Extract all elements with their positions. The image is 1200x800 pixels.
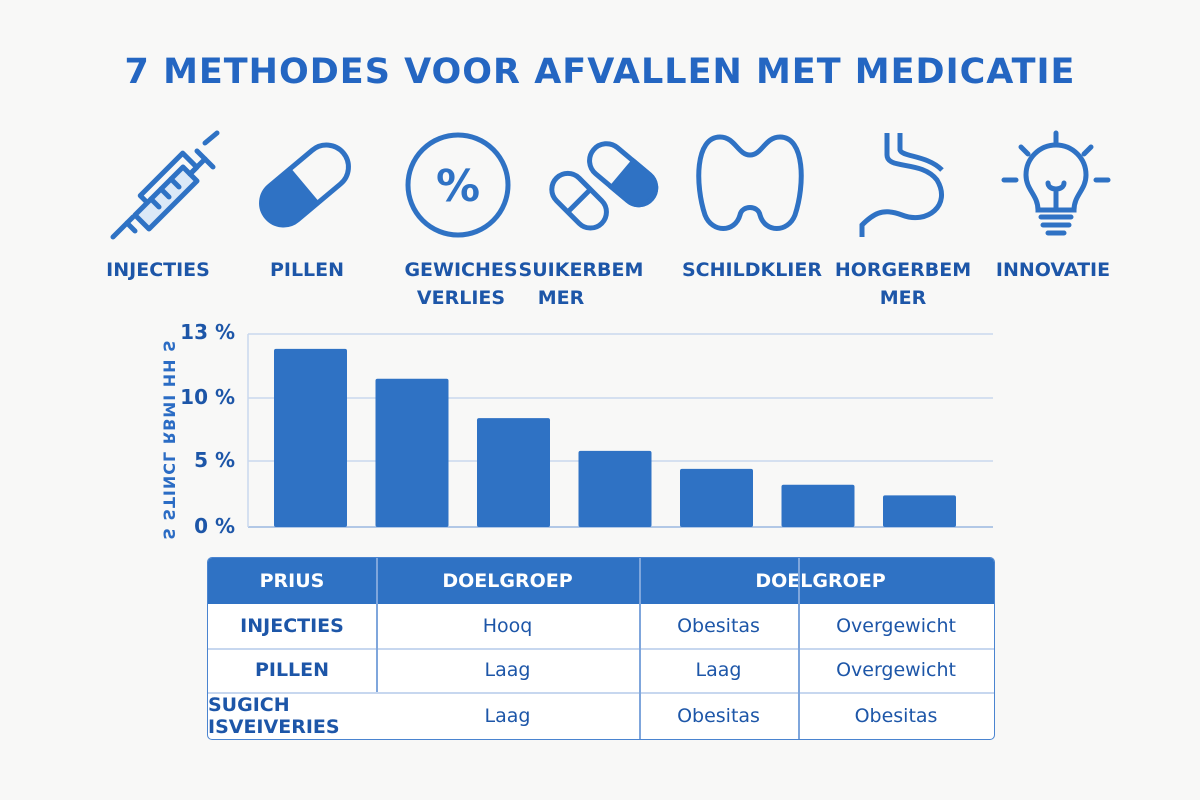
table-cell: Overgewicht xyxy=(836,615,956,637)
label-line: MER xyxy=(537,287,585,309)
y-tick-5: 5 % xyxy=(194,448,235,472)
row-divider xyxy=(208,692,994,694)
pill-icon xyxy=(245,125,365,245)
label-line: VERLIES xyxy=(416,287,506,309)
column-divider xyxy=(639,558,641,739)
bar-7 xyxy=(883,495,956,527)
bar-chart xyxy=(247,333,993,528)
method-label-horgerbemmer: HORGERBEM MER xyxy=(823,256,983,312)
method-label-pillen: PILLEN xyxy=(269,259,345,281)
table-cell: Laag xyxy=(484,704,531,727)
syringe-icon xyxy=(105,125,225,245)
lightbulb-icon xyxy=(996,125,1116,245)
table-cell: Obesitas xyxy=(854,704,938,727)
bar-6 xyxy=(781,484,855,527)
bar-3 xyxy=(477,418,550,527)
table-cell: Overgewicht xyxy=(836,659,956,681)
label-line: GEWICHES xyxy=(404,259,518,281)
table-cell: Laag xyxy=(484,659,531,681)
method-label-schildklier: SCHILDKLIER xyxy=(682,259,822,281)
capsules-icon xyxy=(542,125,662,245)
bar-2 xyxy=(375,378,449,527)
table-cell: SUGICH ISVEIVERIES xyxy=(208,693,340,738)
header-prius: PRIUS xyxy=(259,570,325,592)
method-label-innovatie: INNOVATIE xyxy=(995,259,1111,281)
y-tick-13: 13 % xyxy=(180,320,235,344)
table-cell: Laag xyxy=(695,659,742,681)
comparison-table: PRIUS DOELGROEP DOELGROEP INJECTIES Hooq O… xyxy=(207,557,995,740)
table-cell: INJECTIES xyxy=(240,615,344,637)
row-divider xyxy=(208,648,994,650)
method-label-injecties: INJECTIES xyxy=(106,259,210,281)
bar-1 xyxy=(274,348,347,527)
page-title: 7 METHODES VOOR AFVALLEN MET MEDICATIE xyxy=(124,52,1076,92)
column-divider xyxy=(376,558,378,692)
header-doelgroep: DOELGROEP xyxy=(442,570,573,592)
label-line: HORGERBEM xyxy=(834,259,972,281)
column-divider xyxy=(798,558,800,739)
percent-circle-icon: % xyxy=(398,125,518,245)
y-tick-10: 10 % xyxy=(180,385,235,409)
method-label-suikerbemmer: SUIKERBEM MER xyxy=(501,256,661,312)
method-label-gewichtsverlies: GEWICHES VERLIES xyxy=(381,256,541,312)
stomach-icon xyxy=(842,125,962,245)
table-cell: Obesitas xyxy=(677,704,760,727)
table-cell: Obesitas xyxy=(677,615,760,637)
bar-4 xyxy=(578,450,652,527)
table-cell: Hooq xyxy=(482,615,533,637)
bar-5 xyxy=(680,468,753,527)
label-line: SUIKERBEM xyxy=(518,259,644,281)
table-cell: PILLEN xyxy=(254,659,330,681)
table-header xyxy=(208,558,994,604)
svg-text:%: % xyxy=(436,161,480,212)
thyroid-icon xyxy=(690,125,810,245)
header-doelgroep-2: DOELGROEP xyxy=(755,570,886,592)
y-tick-0: 0 % xyxy=(194,514,235,538)
label-line: MER xyxy=(879,287,927,309)
